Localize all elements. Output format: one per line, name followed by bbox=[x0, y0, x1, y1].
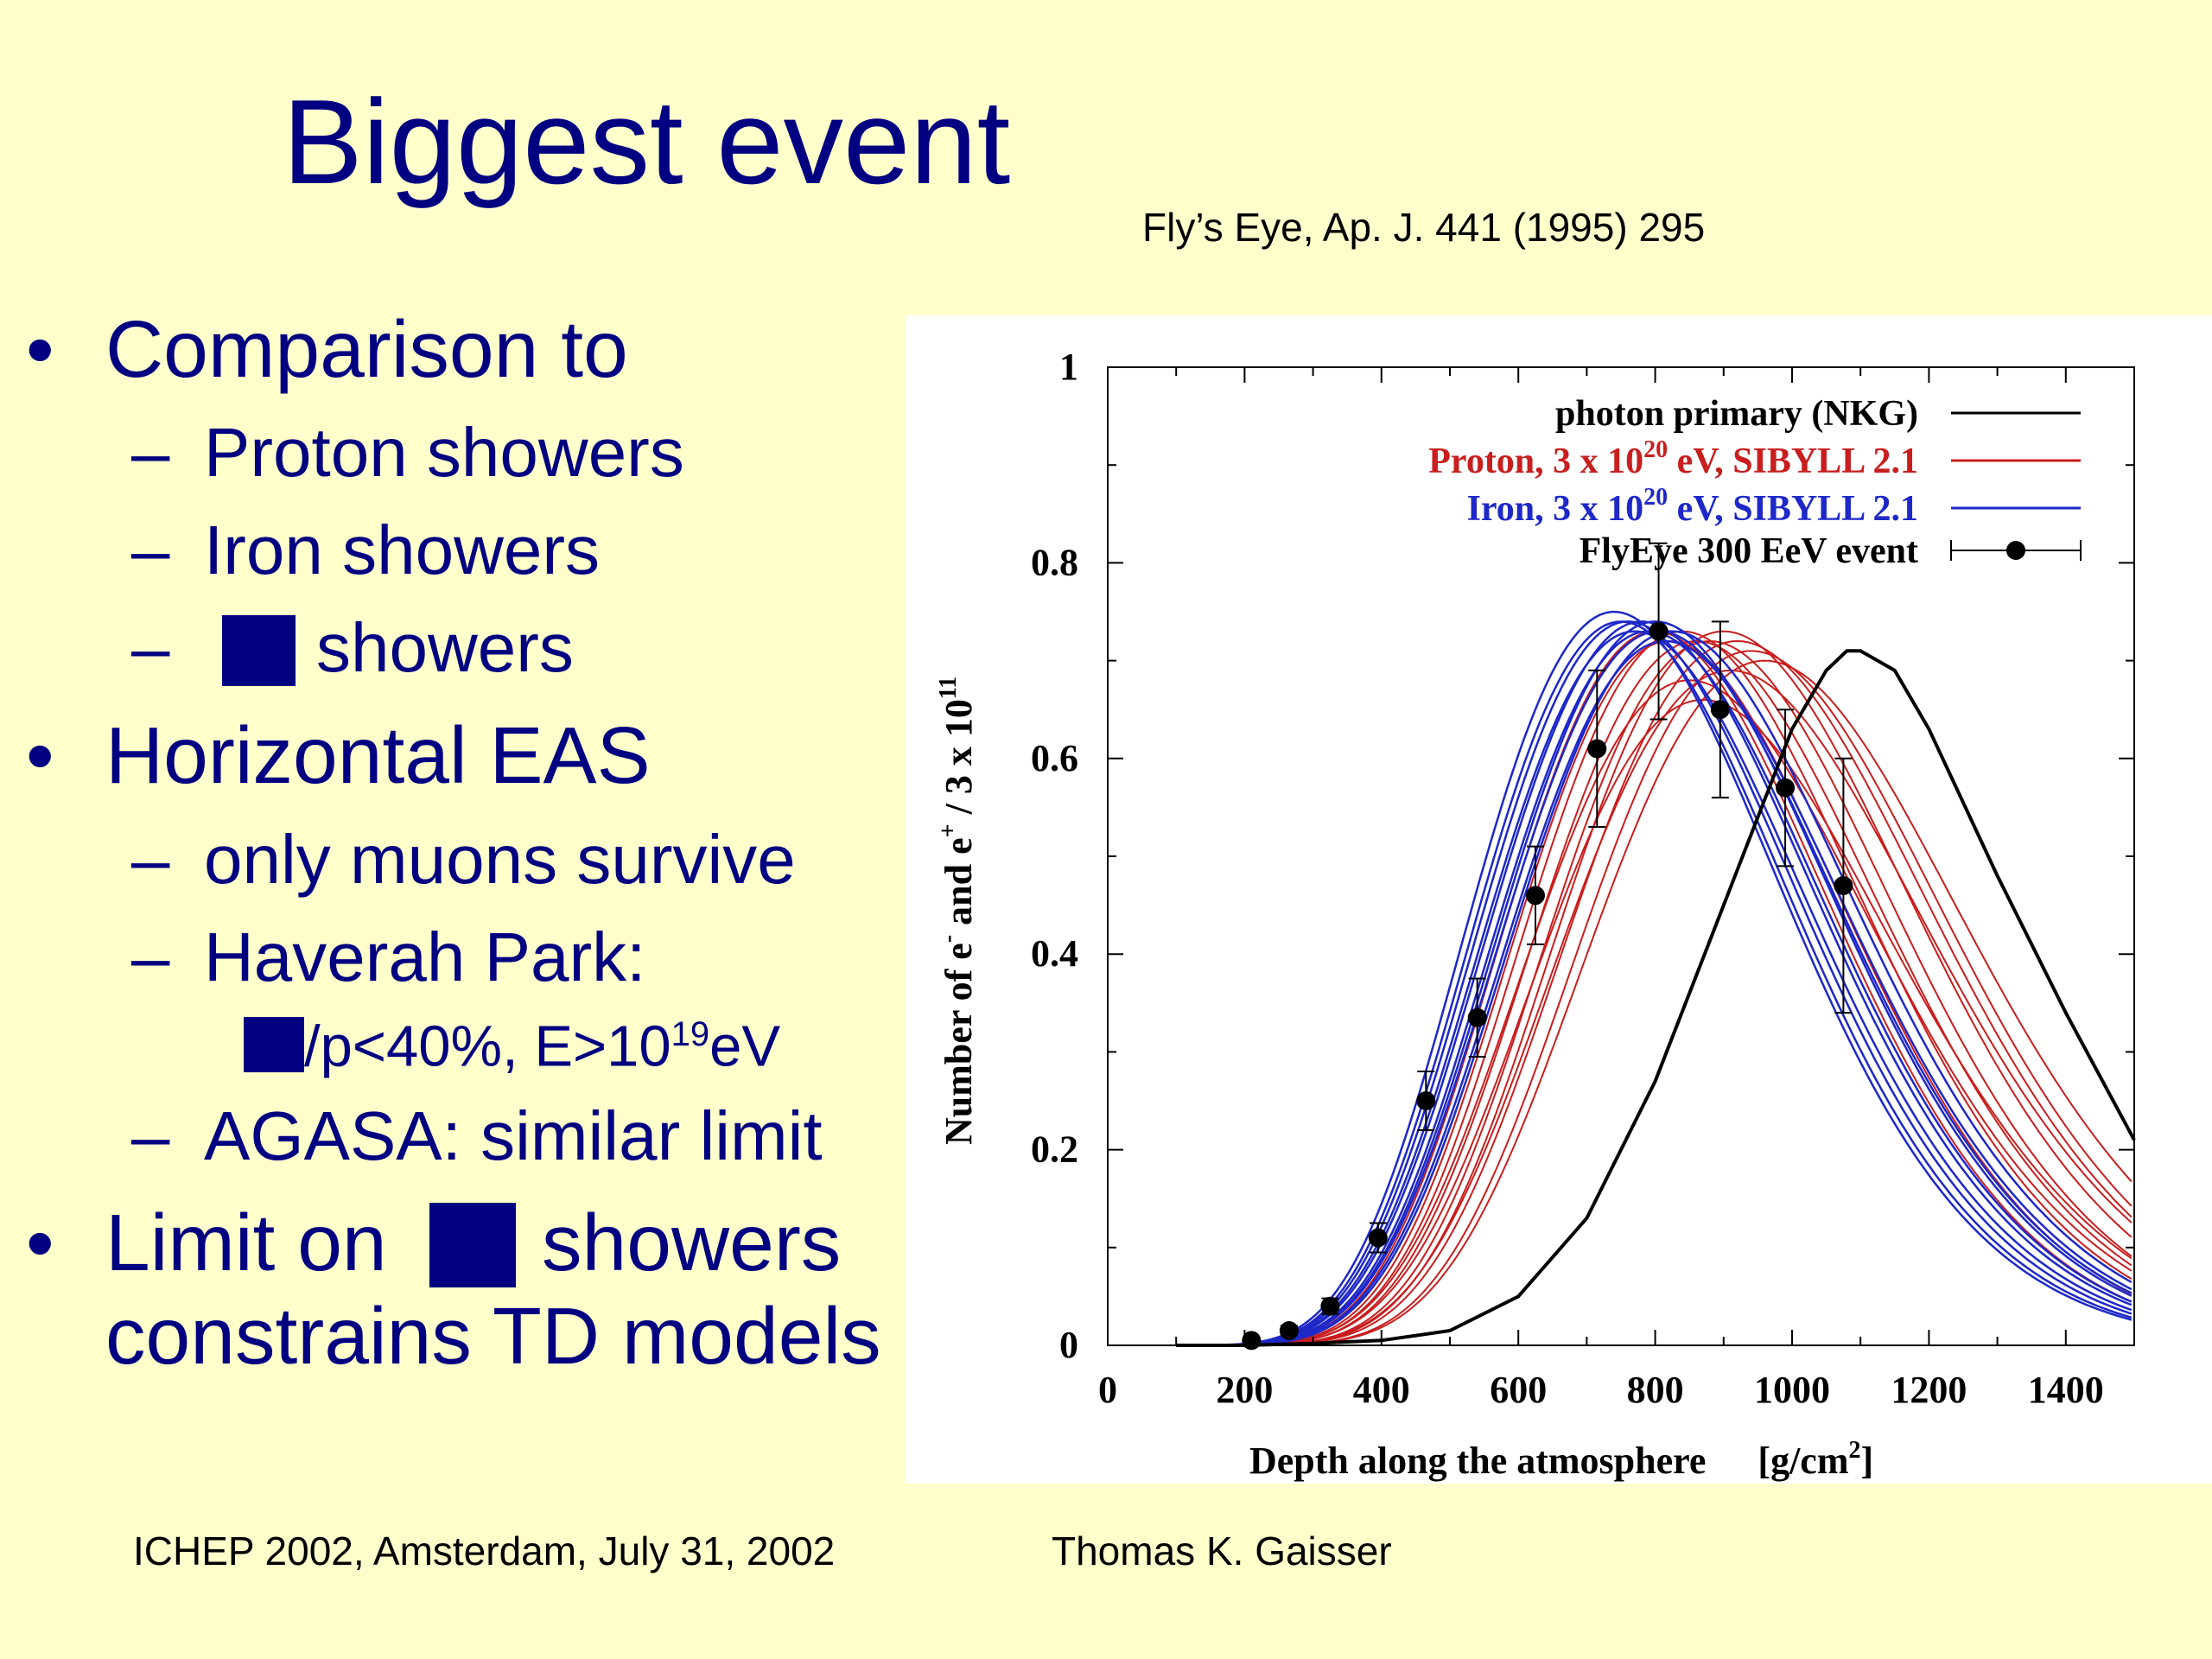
bullet-limit-on: Limit on bbox=[105, 1198, 387, 1287]
proton-shower-curve bbox=[1190, 659, 2133, 1346]
iron-shower-curve bbox=[1190, 620, 2133, 1347]
proton-shower-curve bbox=[1190, 639, 2133, 1346]
sub-haverah-park: Haverah Park: bbox=[204, 918, 646, 995]
y-tick-label: 0.8 bbox=[1031, 541, 1078, 583]
bullet-glyph: • bbox=[26, 710, 54, 800]
dash-glyph: – bbox=[131, 414, 170, 491]
x-tick-label: 600 bbox=[1490, 1369, 1547, 1411]
iron-shower-curve bbox=[1190, 639, 2133, 1347]
legend-entry: Proton, 3 x 1020 eV, SIBYLL 2.1 bbox=[1428, 436, 1918, 481]
flyeye-data-point bbox=[1587, 739, 1607, 759]
bullet-comparison: Comparison to bbox=[105, 304, 628, 394]
footer-conference: ICHEP 2002, Amsterdam, July 31, 2002 bbox=[133, 1529, 836, 1573]
citation: Fly’s Eye, Ap. J. 441 (1995) 295 bbox=[1142, 205, 1706, 250]
proton-shower-curve bbox=[1190, 679, 2133, 1346]
sub-showers: showers bbox=[316, 609, 574, 686]
y-axis-label: Number of e- and e+ / 3 x 1011 bbox=[935, 677, 980, 1145]
x-axis-label: Depth along the atmosphere [g/cm2] bbox=[1249, 1437, 1873, 1482]
proton-shower-curve bbox=[1190, 640, 2133, 1346]
x-tick-label: 1200 bbox=[1891, 1369, 1967, 1411]
legend-entry: Iron, 3 x 1020 eV, SIBYLL 2.1 bbox=[1467, 484, 1918, 529]
x-tick-label: 200 bbox=[1216, 1369, 1273, 1411]
dash-glyph: – bbox=[131, 1097, 170, 1174]
flyeye-data-point bbox=[1649, 621, 1669, 641]
sub-proton-showers: Proton showers bbox=[204, 414, 684, 491]
redacted-symbol-box bbox=[222, 615, 296, 686]
dash-glyph: – bbox=[131, 609, 170, 686]
slide-title: Biggest event bbox=[283, 75, 1011, 209]
chart-panel: 0 200 400 600 800 1000 1200 1400 0 0.2 0.4 0.6 0.8 1 … bbox=[906, 315, 2212, 1484]
x-tick-label: 400 bbox=[1353, 1369, 1410, 1411]
x-tick-label: 800 bbox=[1627, 1369, 1684, 1411]
flyeye-data-point bbox=[1776, 778, 1796, 798]
flyeye-data-point bbox=[1279, 1321, 1299, 1341]
proton-shower-curve bbox=[1190, 630, 2133, 1346]
bullet-glyph: • bbox=[26, 1198, 54, 1287]
x-tick-label: 0 bbox=[1098, 1369, 1117, 1411]
bullet-glyph: • bbox=[26, 304, 54, 394]
sub-agasa: AGASA: similar limit bbox=[204, 1097, 823, 1174]
dash-glyph: – bbox=[131, 918, 170, 995]
legend-swatch-point bbox=[2006, 541, 2025, 560]
sub-iron-showers: Iron showers bbox=[204, 512, 600, 588]
y-tick-label: 0.4 bbox=[1031, 932, 1078, 975]
bullet-constrains: constrains TD models bbox=[105, 1291, 881, 1381]
flyeye-data-point bbox=[1710, 700, 1730, 720]
proton-shower-curve bbox=[1190, 650, 2133, 1346]
iron-shower-curve bbox=[1190, 620, 2133, 1347]
dash-glyph: – bbox=[131, 821, 170, 898]
proton-shower-curve bbox=[1190, 669, 2133, 1346]
bullet-horizontal-eas: Horizontal EAS bbox=[105, 710, 651, 800]
y-tick-label: 0 bbox=[1059, 1324, 1078, 1366]
x-tick-label: 1000 bbox=[1754, 1369, 1830, 1411]
y-tick-label: 0.6 bbox=[1031, 737, 1078, 779]
redacted-symbol-box bbox=[244, 1017, 304, 1072]
redacted-symbol-box bbox=[429, 1203, 516, 1287]
proton-shower-curve bbox=[1190, 639, 2133, 1346]
flyeye-data-point bbox=[1368, 1228, 1388, 1248]
sub-only-muons: only muons survive bbox=[204, 821, 796, 898]
proton-shower-curve bbox=[1190, 640, 2133, 1346]
haverah-limit-text: /p<40%, E>1019eV bbox=[304, 1014, 781, 1079]
legend-entry: photon primary (NKG) bbox=[1555, 394, 1918, 434]
footer-author: Thomas K. Gaisser bbox=[1052, 1529, 1392, 1573]
flyeye-data-point bbox=[1526, 886, 1545, 906]
shower-profile-chart: 0 200 400 600 800 1000 1200 140000.20.40.60.81 … bbox=[935, 346, 2136, 1482]
y-tick-label: 1 bbox=[1059, 346, 1078, 388]
flyeye-data-point bbox=[1467, 1007, 1487, 1027]
dash-glyph: – bbox=[131, 512, 170, 588]
flyeye-data-point bbox=[1416, 1091, 1436, 1110]
flyeye-data-point bbox=[1834, 875, 1853, 895]
legend-entry: FlyEye 300 EeV event bbox=[1580, 531, 1918, 571]
flyeye-data-point bbox=[1320, 1296, 1340, 1316]
y-tick-label: 0.2 bbox=[1031, 1128, 1078, 1171]
photon-nkg-curve bbox=[1176, 649, 2136, 1347]
bullet-showers: showers bbox=[542, 1198, 842, 1287]
x-tick-label: 1400 bbox=[2028, 1369, 2104, 1411]
